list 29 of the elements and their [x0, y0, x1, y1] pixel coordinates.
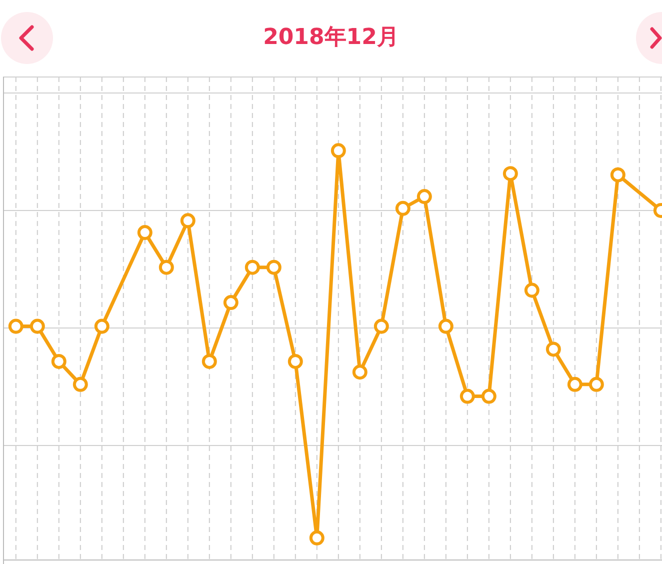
- point: [288, 354, 303, 369]
- point: [158, 260, 174, 275]
- point: [438, 318, 454, 334]
- point: [223, 295, 238, 310]
- point: [180, 213, 196, 228]
- point: [330, 143, 346, 158]
- point: [416, 189, 432, 204]
- point: [266, 260, 282, 275]
- point: [30, 318, 45, 334]
- point: [51, 354, 66, 369]
- point: [374, 318, 389, 334]
- point: [72, 376, 88, 392]
- point: [610, 167, 626, 182]
- point: [8, 318, 24, 334]
- point: [588, 376, 604, 392]
- point: [244, 260, 260, 275]
- chart-title: 2018年12月: [262, 24, 400, 52]
- point: [309, 530, 324, 546]
- point: [94, 318, 110, 334]
- point: [352, 364, 368, 380]
- point: [502, 166, 518, 182]
- point: [567, 376, 582, 392]
- point: [546, 342, 561, 357]
- point: [137, 225, 152, 240]
- point: [395, 200, 410, 216]
- point: [524, 282, 540, 298]
- point: [460, 388, 475, 404]
- point: [481, 388, 496, 404]
- point: [202, 354, 217, 369]
